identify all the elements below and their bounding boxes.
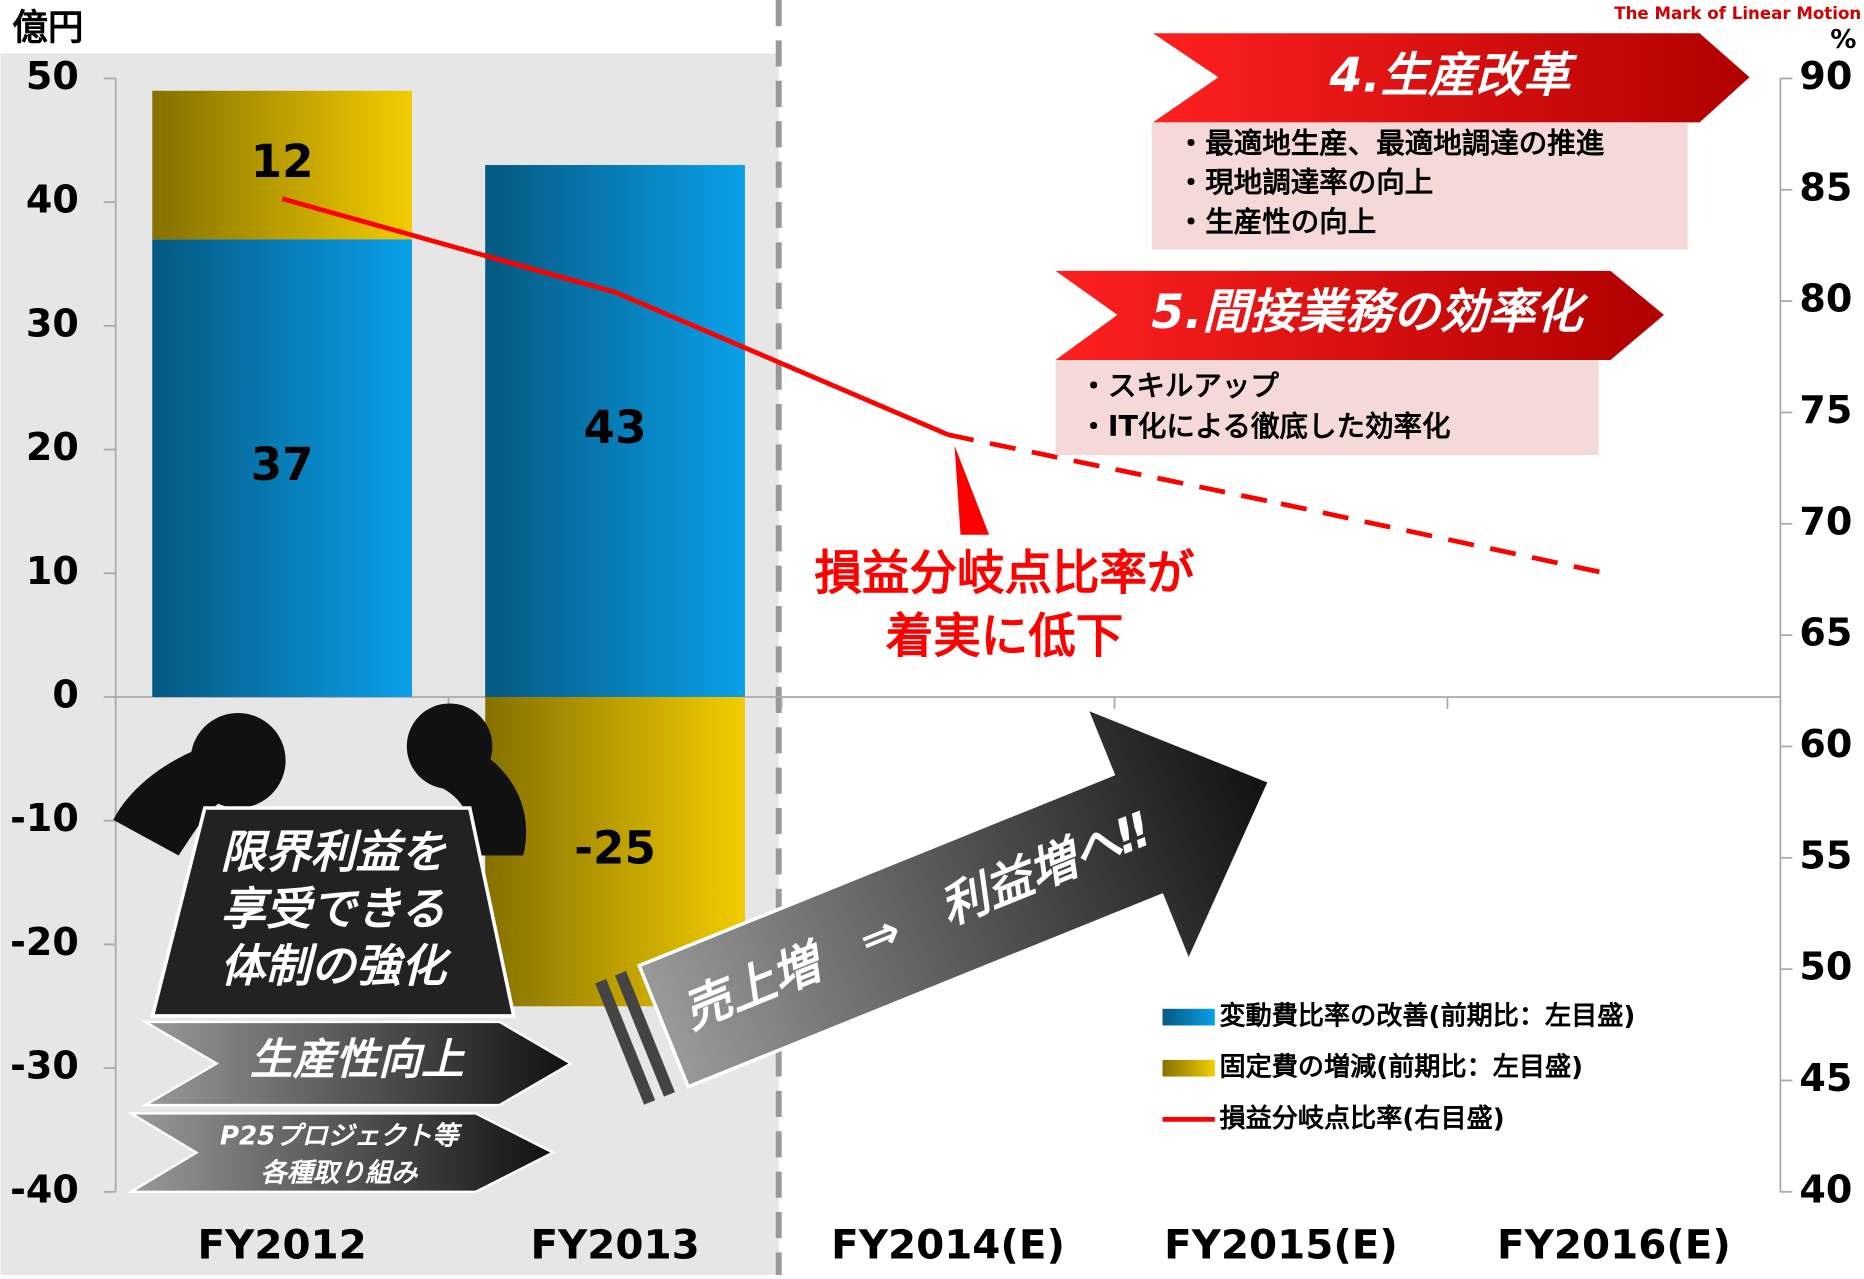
strength-text: 体制の強化 bbox=[220, 940, 452, 993]
data-label: 37 bbox=[251, 438, 314, 491]
page: {"chart_data": { "type": "bar", "y_label… bbox=[0, 0, 1864, 1275]
y2-tick-label: 80 bbox=[1799, 277, 1852, 321]
y2-axis-label: % bbox=[1830, 25, 1856, 55]
reform5-item: ・スキルアップ bbox=[1079, 369, 1279, 402]
callout-text: 損益分岐点比率が bbox=[814, 546, 1195, 601]
y-tick-label: -20 bbox=[10, 920, 79, 964]
y2-tick-label: 85 bbox=[1799, 165, 1852, 209]
y2-tick-label: 50 bbox=[1799, 945, 1852, 989]
reform4-title: 4.生産改革 bbox=[1328, 48, 1578, 103]
y2-tick-label: 90 bbox=[1799, 54, 1852, 98]
data-label: 43 bbox=[584, 401, 647, 454]
x-tick-label: FY2012 bbox=[198, 1221, 367, 1269]
reform4-item: ・生産性の向上 bbox=[1177, 205, 1377, 238]
legend-swatch-shade bbox=[1163, 1009, 1215, 1026]
y-tick-label: 40 bbox=[26, 178, 79, 222]
y2-tick-label: 55 bbox=[1799, 833, 1852, 877]
y-tick-label: 10 bbox=[26, 549, 79, 593]
y2-tick-label: 70 bbox=[1799, 499, 1852, 543]
reform5-item: ・IT化による徹底した効率化 bbox=[1079, 410, 1450, 443]
chart: -40 -30 -20 -10 0 10 20 30 40 50 40 45 50 55 60 65 70 75 8… bbox=[0, 0, 1864, 1275]
data-label: -25 bbox=[574, 822, 656, 875]
y-axis-label: 億円 bbox=[12, 8, 83, 49]
y-tick-label: -30 bbox=[10, 1044, 79, 1088]
data-label: 12 bbox=[251, 135, 314, 188]
y2-tick-label: 65 bbox=[1799, 611, 1852, 655]
projects-text: 各種取り組み bbox=[261, 1158, 419, 1188]
fist-right bbox=[407, 703, 493, 789]
reform5-title: 5.間接業務の効率化 bbox=[1151, 285, 1589, 340]
y-tick-label: 30 bbox=[26, 301, 79, 345]
legend-swatch-shade bbox=[1163, 1060, 1215, 1077]
x-tick-label: FY2015(E) bbox=[1164, 1221, 1398, 1269]
legend-label: 損益分岐点比率(右目盛) bbox=[1220, 1103, 1505, 1134]
legend-label: 変動費比率の改善(前期比：左目盛) bbox=[1220, 1001, 1636, 1032]
y-tick-label: -10 bbox=[10, 796, 79, 840]
callout-text: 着実に低下 bbox=[886, 609, 1124, 664]
y2-tick-label: 60 bbox=[1799, 722, 1852, 766]
strength-text: 享受できる bbox=[221, 883, 446, 936]
productivity-text: 生産性向上 bbox=[250, 1035, 466, 1085]
y-tick-label: -40 bbox=[10, 1167, 79, 1211]
legend-label: 固定費の増減(前期比：左目盛) bbox=[1220, 1052, 1584, 1083]
x-tick-label: FY2016(E) bbox=[1497, 1221, 1731, 1269]
x-tick-label: FY2014(E) bbox=[831, 1221, 1065, 1269]
reform4-item: ・最適地生産、最適地調達の推進 bbox=[1177, 127, 1605, 160]
callout-pointer bbox=[955, 446, 989, 535]
y2-tick-label: 40 bbox=[1799, 1167, 1852, 1211]
y-tick-label: 20 bbox=[26, 425, 79, 469]
y2-tick-label: 45 bbox=[1799, 1056, 1852, 1100]
brand: The Mark of Linear Motion bbox=[1614, 4, 1861, 23]
x-tick-label: FY2013 bbox=[530, 1221, 699, 1269]
y2-tick-label: 75 bbox=[1799, 388, 1852, 432]
projects-text: P25プロジェクト等 bbox=[220, 1122, 463, 1152]
fist-left bbox=[191, 713, 286, 808]
line-segment bbox=[1281, 504, 1614, 575]
reform4-item: ・現地調達率の向上 bbox=[1177, 166, 1434, 199]
strength-text: 限界利益を bbox=[220, 826, 447, 879]
y-tick-label: 50 bbox=[26, 54, 79, 98]
y-tick-label: 0 bbox=[52, 672, 78, 716]
